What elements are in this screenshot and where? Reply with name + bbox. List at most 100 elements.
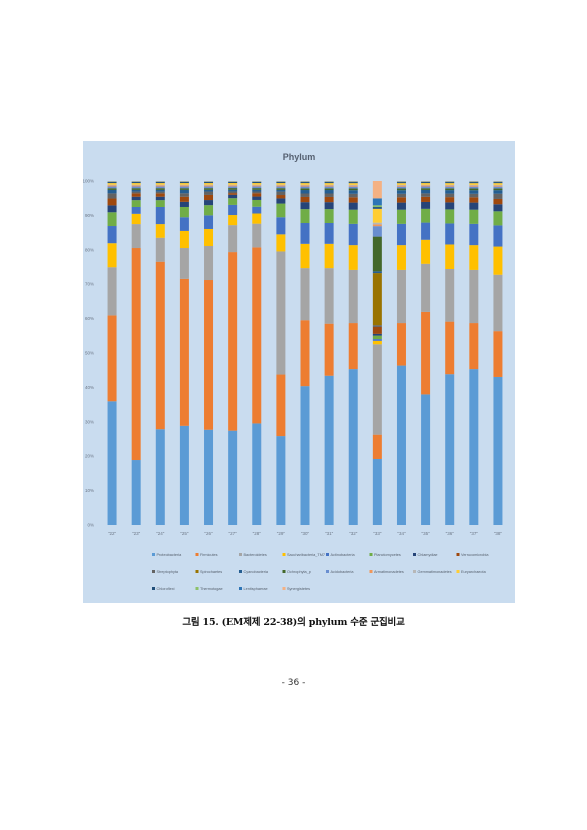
legend-swatch [239, 553, 242, 556]
bar-segment [276, 217, 286, 235]
bar-segment [493, 188, 503, 191]
bar-segment [372, 273, 382, 326]
bar-segment [300, 223, 310, 244]
legend-swatch [369, 570, 373, 573]
bar-segment [469, 369, 479, 525]
bar-segment [372, 198, 382, 206]
y-tick-label: 60% [85, 316, 94, 321]
bar-segment [252, 193, 262, 197]
bar-segment [469, 186, 479, 189]
bar-segment [155, 182, 165, 184]
bar-segment [155, 200, 165, 207]
bar-segment [252, 213, 262, 224]
x-tick-label: "28" [253, 531, 262, 536]
legend-swatch [239, 587, 242, 590]
bar-segment [348, 323, 358, 370]
bar-segment [324, 184, 334, 186]
bar-segment [348, 188, 358, 191]
bar-segment [228, 225, 238, 253]
bar-segment [469, 193, 479, 198]
bar-segment [493, 204, 503, 212]
bar-segment [107, 267, 117, 316]
bar-segment [276, 189, 286, 192]
bar-segment [204, 194, 214, 201]
bar-segment [300, 268, 310, 321]
x-tick-label: "24" [156, 531, 165, 536]
y-tick-label: 20% [85, 454, 94, 459]
bar-segment [421, 193, 431, 197]
bar-segment [372, 326, 382, 334]
bar-segment [421, 201, 431, 209]
bar-segment [372, 458, 382, 525]
bar-segment [396, 245, 406, 270]
bar-segment [445, 209, 455, 224]
bar-segment [155, 206, 165, 225]
bar-segment [107, 183, 117, 185]
bar-segment [372, 208, 382, 223]
bar-segment [107, 184, 117, 186]
bar-segment [179, 193, 189, 197]
x-tick-label: "25" [180, 531, 189, 536]
bar-segment [445, 374, 455, 525]
bar-segment [324, 182, 334, 184]
bar-segment [204, 188, 214, 190]
bar-segment [445, 183, 455, 185]
bar-segment [155, 191, 165, 194]
bar-segment [493, 190, 503, 194]
bar-segment [204, 183, 214, 185]
bar-segment [228, 191, 238, 194]
bar-segment [204, 280, 214, 430]
legend-swatch [152, 570, 155, 573]
bar-segment [396, 183, 406, 185]
bar-segment [131, 191, 141, 194]
y-tick-label: 90% [85, 213, 94, 218]
bar-segment [204, 182, 214, 184]
bar-segment [396, 323, 406, 366]
bar-segment [300, 190, 310, 194]
legend-swatch [326, 570, 329, 573]
legend-label: Thermotogae [200, 587, 223, 591]
bar-segment [493, 211, 503, 226]
bar-segment [324, 190, 334, 194]
bar-segment [421, 184, 431, 186]
bar-segment [421, 208, 431, 223]
x-tick-label: "31" [325, 531, 334, 536]
bar-segment [396, 190, 406, 194]
bar-segment [252, 196, 262, 200]
bar-segment [107, 193, 117, 199]
y-tick-label: 30% [85, 419, 94, 424]
bar-segment [276, 203, 286, 218]
y-tick-label: 70% [85, 282, 94, 287]
legend-label: Chloroflexi [157, 587, 175, 591]
bar-segment [372, 205, 382, 208]
legend-swatch [282, 587, 286, 590]
bar-segment [324, 183, 334, 185]
bar-segment [493, 182, 503, 184]
bar-segment [469, 269, 479, 324]
bar-segment [493, 331, 503, 377]
bar-segment [493, 274, 503, 332]
bar-segment [445, 188, 455, 191]
bar-segment [396, 184, 406, 186]
legend-swatch [413, 570, 416, 573]
bar-segment [469, 183, 479, 185]
bar-segment [252, 191, 262, 194]
bar-segment [372, 434, 382, 459]
bar-segment [204, 186, 214, 189]
bar-segment [131, 248, 141, 461]
x-tick-label: "26" [204, 531, 213, 536]
bar-segment [445, 182, 455, 184]
x-tick-label: "35" [421, 531, 430, 536]
bar-segment [204, 245, 214, 281]
bar-segment [396, 197, 406, 203]
bar-segment [204, 228, 214, 246]
bar-segment [421, 239, 431, 264]
bar-segment [131, 184, 141, 186]
bar-segment [348, 223, 358, 246]
bar-segment [396, 185, 406, 187]
x-tick-label: "23" [132, 531, 141, 536]
bar-segment [252, 247, 262, 424]
bar-segment [179, 183, 189, 185]
bar-segment [252, 188, 262, 190]
bar-segment [252, 183, 262, 185]
